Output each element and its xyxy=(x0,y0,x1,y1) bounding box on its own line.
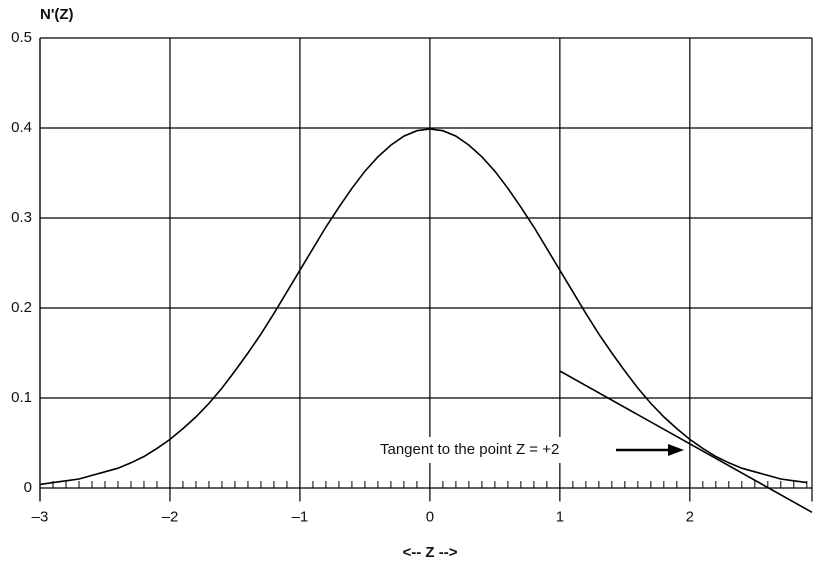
x-tick-label: 2 xyxy=(686,508,694,525)
x-tick-label: –1 xyxy=(292,508,309,525)
curve xyxy=(39,128,807,486)
y-tick-label: 0.5 xyxy=(11,29,32,46)
y-tick-label: 0.4 xyxy=(11,119,32,136)
y-tick-label: 0.2 xyxy=(11,299,32,316)
annotation: Tangent to the point Z = +2 xyxy=(380,441,559,458)
y-tick-label: 0.3 xyxy=(11,209,32,226)
x-tick-label: –2 xyxy=(162,508,179,525)
x-tick-label: 1 xyxy=(556,508,564,525)
tangent-line xyxy=(559,370,813,513)
y-axis-label: N'(Z) xyxy=(40,6,74,23)
x-axis-label: <-- Z --> xyxy=(403,544,458,561)
annotation-arrowhead xyxy=(668,444,684,456)
y-tick-label: 0.1 xyxy=(11,389,32,406)
y-tick-label: 0 xyxy=(24,479,32,496)
x-tick-label: 0 xyxy=(426,508,434,525)
x-tick-label: –3 xyxy=(32,508,49,525)
